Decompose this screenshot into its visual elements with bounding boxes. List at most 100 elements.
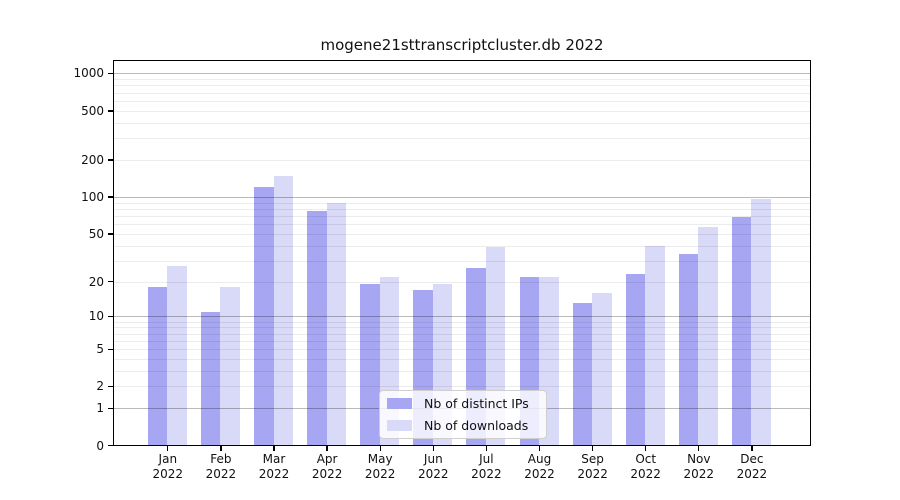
x-axis-tick	[432, 446, 434, 451]
bar-distinct-ips	[625, 274, 646, 446]
x-axis-tick	[698, 446, 700, 451]
legend-entry-distinct-ips: Nb of distinct IPs	[387, 395, 546, 412]
gridline-minor	[113, 92, 811, 94]
bar-distinct-ips	[307, 210, 327, 446]
y-axis-tick-label: 100	[81, 189, 104, 204]
gridline-minor	[113, 333, 811, 335]
y-axis-tick-label: 2	[96, 379, 104, 394]
bar-downloads	[645, 245, 665, 446]
gridline-minor	[113, 202, 811, 204]
x-axis-tick	[538, 446, 541, 451]
x-axis-tick-label: Dec 2022	[736, 452, 768, 481]
y-axis-tick-label: 500	[81, 103, 104, 118]
y-axis-tick	[108, 385, 113, 388]
legend: Nb of distinct IPs Nb of downloads	[379, 390, 547, 439]
x-axis-tick	[326, 446, 328, 451]
gridline-minor	[113, 245, 811, 247]
gridline-major	[113, 73, 811, 75]
x-axis-tick-label: Mar 2022	[258, 452, 290, 481]
gridline-minor	[113, 340, 811, 342]
bar-distinct-ips	[254, 187, 274, 446]
y-axis-tick	[108, 233, 113, 235]
gridline-minor	[113, 327, 811, 329]
bar-downloads	[592, 292, 612, 446]
legend-label-distinct-ips: Nb of distinct IPs	[424, 396, 529, 411]
plot-area	[113, 60, 811, 446]
x-axis-tick-label: Sep 2022	[577, 452, 608, 481]
bar-distinct-ips	[360, 284, 380, 446]
y-axis-tick-label: 0	[96, 438, 104, 453]
gridline-major	[113, 196, 811, 198]
gridline-minor	[113, 370, 811, 372]
bar-downloads	[326, 203, 347, 446]
y-axis-tick	[108, 281, 113, 283]
x-axis-tick-label: Oct 2022	[630, 452, 661, 481]
gridline-major	[113, 316, 811, 318]
gridline-minor	[113, 321, 811, 323]
bar-distinct-ips	[572, 303, 593, 446]
bar-distinct-ips	[147, 286, 168, 446]
y-axis-tick-label: 10	[88, 309, 104, 324]
x-axis-tick-label: Aug 2022	[524, 452, 555, 481]
bar-distinct-ips	[731, 217, 752, 446]
x-axis-tick-label: Apr 2022	[311, 452, 343, 481]
y-axis-tick-label: 5	[96, 342, 104, 356]
bar-distinct-ips	[678, 254, 699, 446]
gridline-minor	[113, 159, 811, 161]
gridline-minor	[113, 138, 811, 140]
y-axis-tick-label: 50	[88, 226, 104, 241]
y-axis-tick	[108, 159, 113, 161]
y-axis-tick-label: 1	[96, 401, 104, 416]
gridline-minor	[113, 233, 811, 235]
x-axis-tick	[751, 446, 753, 451]
x-axis-tick	[273, 446, 275, 451]
y-axis-tick	[108, 315, 113, 318]
y-axis-tick-label: 200	[81, 152, 104, 167]
y-axis-tick	[108, 72, 113, 75]
gridline-minor	[113, 215, 811, 217]
gridline-minor	[113, 79, 811, 81]
x-axis-tick	[220, 446, 222, 451]
gridline-minor	[113, 358, 811, 360]
bar-downloads	[273, 176, 293, 446]
gridline-minor	[113, 281, 811, 283]
bar-distinct-ips	[200, 311, 221, 446]
gridline-minor	[113, 386, 811, 388]
x-axis-tick	[167, 446, 169, 451]
y-axis-tick-label: 20	[88, 274, 104, 289]
gridline-minor	[113, 122, 811, 124]
x-axis-tick-label: Jun 2022	[418, 452, 449, 481]
gridline-minor	[113, 349, 811, 350]
y-axis-tick-label: 1000	[73, 66, 104, 81]
x-axis-tick	[645, 446, 647, 451]
legend-swatch-downloads	[387, 420, 412, 431]
gridline-minor	[113, 208, 811, 210]
y-axis-tick	[108, 407, 113, 410]
legend-swatch-distinct-ips	[387, 398, 412, 409]
y-axis-tick	[108, 196, 113, 198]
y-axis-tick	[108, 110, 113, 112]
gridline-minor	[113, 110, 811, 112]
bar-downloads	[167, 266, 187, 446]
bar-downloads	[698, 226, 718, 446]
x-axis-tick-label: May 2022	[364, 452, 396, 481]
x-axis-tick-label: Jan 2022	[152, 452, 184, 481]
gridline-minor	[113, 224, 811, 226]
gridline-minor	[113, 260, 811, 262]
x-axis-tick	[591, 446, 594, 451]
x-axis-tick	[485, 446, 488, 451]
x-axis-tick-label: Nov 2022	[683, 452, 715, 481]
x-axis-tick	[379, 446, 381, 451]
legend-entry-downloads: Nb of downloads	[387, 417, 546, 434]
gridline-minor	[113, 100, 811, 102]
chart-title: mogene21sttranscriptcluster.db 2022	[320, 36, 604, 54]
x-axis-tick-label: Jul 2022	[471, 452, 502, 481]
x-axis-tick-label: Feb 2022	[205, 452, 237, 481]
y-axis-tick	[108, 445, 113, 447]
legend-label-downloads: Nb of downloads	[424, 418, 529, 433]
bar-downloads	[751, 199, 771, 446]
y-axis-tick	[108, 348, 113, 350]
gridline-minor	[113, 85, 811, 87]
bar-downloads	[220, 286, 240, 446]
